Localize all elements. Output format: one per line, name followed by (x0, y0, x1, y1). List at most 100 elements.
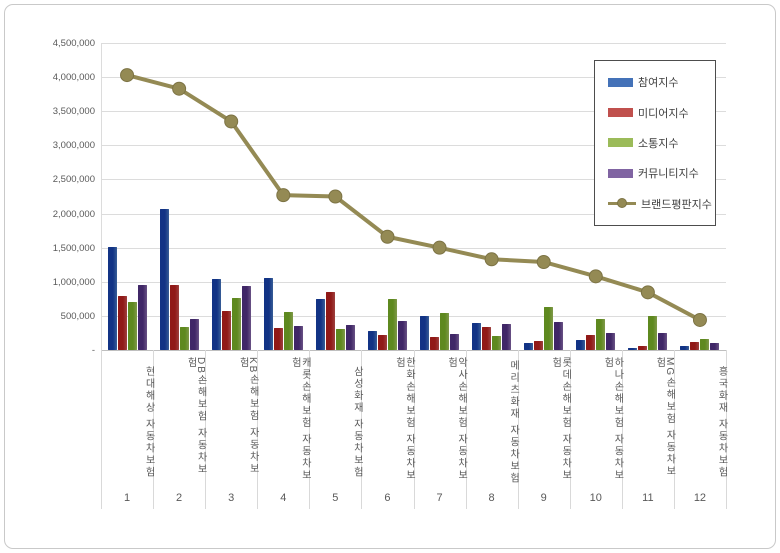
bar-커뮤니티지수-cat9 (554, 321, 564, 350)
y-axis-line (101, 43, 102, 350)
bar-미디어지수-cat10 (586, 334, 596, 350)
bar-미디어지수-cat1 (117, 296, 127, 350)
media-swatch-icon (608, 108, 633, 118)
category-number: 4 (280, 492, 287, 504)
category-label: 삼성화재 자동차보험 (351, 365, 363, 479)
category-separator (673, 350, 675, 509)
category-separator (726, 350, 727, 509)
category-number: 5 (332, 492, 339, 504)
brand-reputation-chart: - 500,000 1,000,000 1,500,000 2,000,000 2,500… (5, 5, 775, 548)
category-label: 악사손해보험 자동차보험 (445, 357, 467, 482)
category-separator (413, 350, 415, 509)
bar-소통지수-cat11 (648, 315, 658, 350)
y-axis-tick-label: 1,000,000 (52, 276, 95, 288)
bar-커뮤니티지수-cat1 (137, 284, 147, 350)
y-axis-tick-label: 4,500,000 (52, 38, 95, 49)
category-separator (465, 350, 467, 509)
bar-소통지수-cat7 (440, 313, 450, 350)
bar-참여지수-cat5 (315, 299, 325, 350)
y-gridline (101, 281, 726, 283)
legend-item-reputation: 브랜드평판지수 (608, 196, 715, 212)
legend-label: 참여지수 (638, 77, 679, 90)
y-axis-tick-label: 2,500,000 (52, 174, 95, 186)
bar-미디어지수-cat6 (377, 335, 387, 350)
bar-소통지수-cat5 (335, 329, 345, 350)
reputation-line-marker-icon (608, 198, 636, 209)
bar-미디어지수-cat12 (690, 342, 700, 350)
reputation-marker-icon (640, 285, 655, 300)
legend-label: 브랜드평판지수 (641, 198, 712, 211)
y-axis-tick-label: 3,500,000 (52, 106, 95, 118)
legend-item-participation: 참여지수 (608, 74, 715, 90)
bar-소통지수-cat9 (544, 307, 554, 350)
category-label: 한화손해보험 자동차보험 (393, 357, 415, 482)
communication-swatch-icon (608, 138, 633, 148)
bar-소통지수-cat10 (596, 319, 606, 350)
y-axis-tick-label: 500,000 (60, 310, 95, 322)
category-label: DB손해보험 자동차보험 (185, 357, 207, 476)
bar-미디어지수-cat9 (534, 340, 544, 350)
bar-커뮤니티지수-cat10 (606, 332, 616, 350)
bar-참여지수-cat11 (628, 347, 638, 350)
category-separator (309, 350, 311, 509)
bar-참여지수-cat9 (524, 343, 534, 350)
legend-item-media: 미디어지수 (608, 105, 715, 121)
category-number: 7 (436, 492, 443, 504)
reputation-marker-icon (276, 188, 291, 203)
category-label: KB손해보험 자동차보험 (237, 357, 259, 476)
y-axis-tick-label: 3,000,000 (52, 140, 95, 152)
legend-label: 소통지수 (638, 137, 679, 150)
category-label: 흥국화재 자동차보험 (715, 365, 727, 479)
bar-참여지수-cat7 (420, 315, 430, 350)
bar-소통지수-cat3 (231, 298, 241, 350)
category-number: 12 (693, 492, 707, 504)
bar-커뮤니티지수-cat2 (189, 318, 199, 350)
legend-item-communication: 소통지수 (608, 135, 715, 151)
y-gridline (101, 247, 726, 249)
category-separator (205, 350, 207, 509)
y-axis-tick-label: 4,000,000 (52, 72, 95, 84)
reputation-marker-icon (536, 254, 551, 269)
bar-커뮤니티지수-cat8 (502, 324, 512, 350)
category-separator (153, 350, 155, 509)
bar-미디어지수-cat4 (273, 327, 283, 350)
bar-소통지수-cat4 (283, 312, 293, 350)
category-number: 8 (488, 492, 495, 504)
bar-참여지수-cat2 (159, 209, 169, 350)
bar-소통지수-cat8 (492, 336, 502, 350)
category-separator (257, 350, 259, 509)
category-separator (361, 350, 363, 509)
bar-커뮤니티지수-cat7 (450, 333, 460, 350)
bar-소통지수-cat6 (387, 299, 397, 350)
y-gridline (101, 315, 726, 317)
bar-소통지수-cat2 (179, 326, 189, 350)
reputation-marker-icon (224, 114, 239, 129)
category-number: 3 (228, 492, 235, 504)
chart-legend: 참여지수 미디어지수 소통지수 커뮤니티지수 브랜드평판지수 (594, 60, 716, 226)
category-label: 메리츠화재 자동차보험 (507, 359, 519, 485)
category-number: 1 (123, 492, 131, 504)
bar-참여지수-cat8 (472, 323, 482, 350)
bar-참여지수-cat1 (107, 246, 117, 350)
category-label: 캐롯손해보험 자동차보험 (289, 357, 311, 482)
category-number: 9 (540, 492, 547, 504)
community-swatch-icon (608, 168, 633, 178)
bar-미디어지수-cat8 (482, 326, 492, 350)
legend-label: 미디어지수 (638, 107, 689, 120)
category-number: 2 (176, 492, 183, 504)
bar-커뮤니티지수-cat3 (241, 285, 251, 350)
y-gridline (101, 43, 726, 44)
bar-참여지수-cat6 (367, 331, 377, 350)
reputation-marker-icon (328, 189, 343, 204)
bar-미디어지수-cat2 (169, 285, 179, 350)
category-label: 하나손해보험 자동차보험 (601, 357, 623, 482)
category-separator (517, 350, 519, 509)
participation-swatch-icon (608, 77, 633, 87)
bar-참여지수-cat12 (680, 345, 690, 350)
bar-소통지수-cat1 (127, 302, 137, 350)
category-separator (101, 350, 102, 509)
reputation-marker-icon (120, 68, 135, 83)
bar-참여지수-cat4 (263, 278, 273, 350)
y-axis-tick-label: 1,500,000 (52, 242, 95, 254)
y-axis-tick-label: 2,000,000 (52, 208, 95, 220)
